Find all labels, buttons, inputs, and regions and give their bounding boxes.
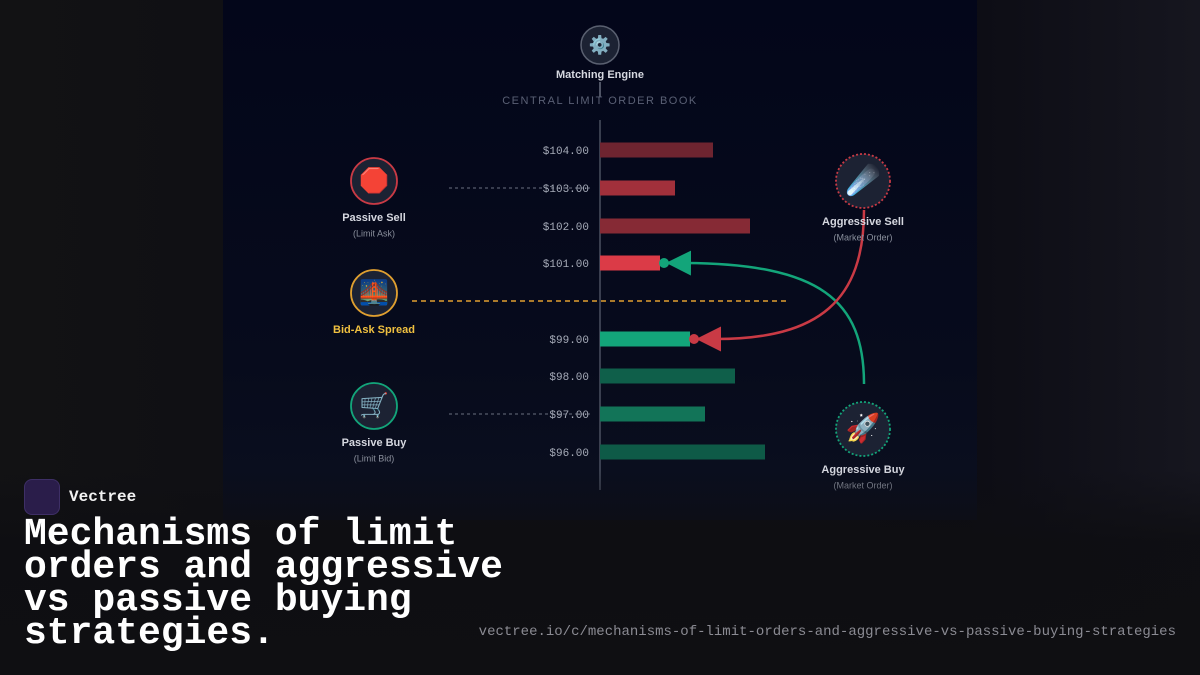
ask-price: $104.00 [543,146,589,158]
node-label: Passive Buy [342,437,408,449]
bid-price: $97.00 [549,410,589,422]
node-circle [350,269,398,317]
ask-price: $102.00 [543,222,589,234]
node-sublabel: (Limit Ask) [353,228,395,238]
engine-circle [580,25,620,65]
node-label: Bid-Ask Spread [333,324,415,336]
bid-bar [600,444,765,460]
node-circle [835,401,891,457]
page-title: Mechanisms of limit orders and aggressiv… [24,513,503,655]
node-icon: 🚀 [846,411,881,444]
url: vectree.io/c/mechanisms-of-limit-orders-… [478,624,1176,640]
node-circle [835,153,891,209]
bid-price: $98.00 [549,372,589,384]
ask-bar [600,180,675,196]
node-icon: 🛒 [359,391,389,419]
sell-arrow [696,209,866,352]
node-circle [350,382,398,430]
bid-bar [600,406,705,422]
ask-bar [600,218,750,234]
node-icon: ☄️ [846,161,881,197]
fill-dot [689,334,699,344]
bid-price: $96.00 [549,448,589,460]
ask-price: $103.00 [543,184,589,196]
ask-bar [600,255,660,271]
bid-price: $99.00 [549,335,589,347]
node-circle [350,157,398,205]
engine-label: Matching Engine [556,69,644,81]
node-icon: 🌉 [359,278,389,306]
bottom-fade [0,470,1200,675]
bid-bar [600,368,735,384]
fill-dot [659,258,669,268]
logo [24,479,60,515]
bid-bar [600,331,690,347]
ask-price: $101.00 [543,259,589,271]
engine-icon: ⚙️ [589,34,611,55]
node-sublabel: (Limit Bid) [354,453,395,463]
diagram: ⚙️ Matching Engine CENTRAL LIMIT ORDER B… [333,25,905,490]
node-sublabel: (Market Order) [833,232,892,242]
buy-arrow [666,250,866,385]
node-label: Passive Sell [342,212,406,224]
node-icon: 🛑 [359,166,389,194]
brand-name: Vectree [69,488,137,506]
brand: Vectree [24,479,136,515]
book-title: CENTRAL LIMIT ORDER BOOK [502,95,698,107]
ask-bar [600,142,713,158]
node-label: Aggressive Sell [822,216,904,228]
